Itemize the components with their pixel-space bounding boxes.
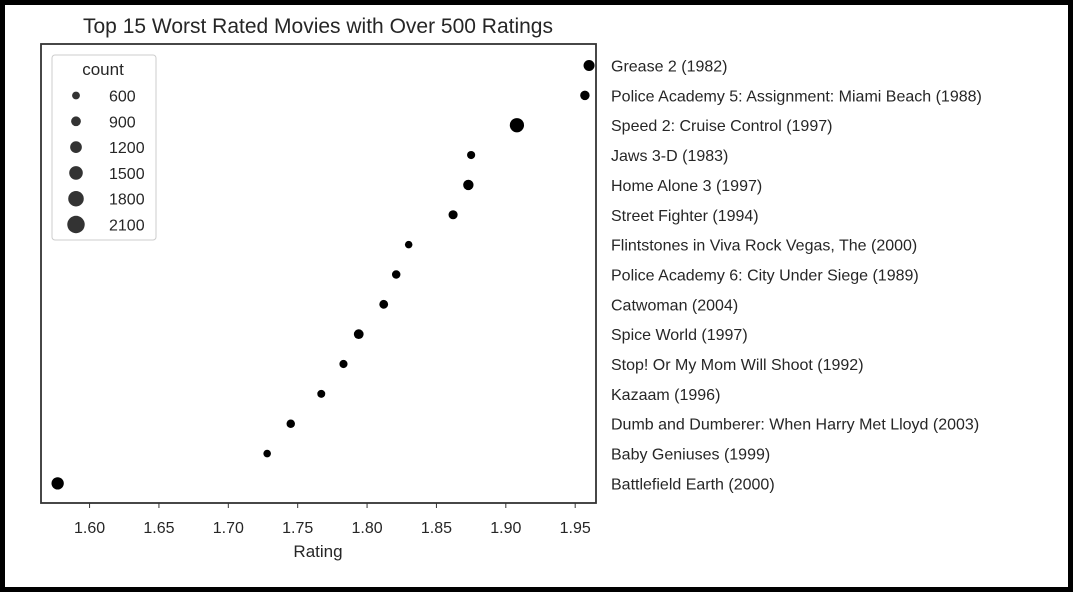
x-tick-label: 1.60 bbox=[74, 520, 105, 537]
movie-label: Jaws 3-D (1983) bbox=[611, 148, 728, 165]
legend-label: 900 bbox=[109, 114, 136, 131]
legend-marker bbox=[70, 141, 82, 153]
data-point bbox=[339, 359, 348, 369]
data-point bbox=[51, 477, 64, 490]
data-point bbox=[391, 270, 401, 279]
x-tick-label: 1.85 bbox=[421, 520, 452, 537]
movie-label: Home Alone 3 (1997) bbox=[611, 178, 762, 195]
data-point bbox=[580, 90, 590, 101]
legend-marker bbox=[68, 190, 84, 207]
x-tick-label: 1.65 bbox=[143, 520, 174, 537]
legend-label: 1200 bbox=[109, 140, 145, 157]
movie-label: Catwoman (2004) bbox=[611, 297, 738, 314]
legend-title: count bbox=[82, 60, 124, 79]
data-points bbox=[51, 59, 595, 490]
data-point bbox=[404, 240, 413, 249]
legend-marker bbox=[72, 91, 80, 100]
data-point bbox=[353, 329, 364, 340]
x-axis-ticks: 1.60 1.65 1.70 1.75 1.80 1.85 1.90 1.95 bbox=[74, 503, 591, 537]
data-point bbox=[463, 179, 474, 191]
movie-label: Street Fighter (1994) bbox=[611, 208, 759, 225]
legend-marker bbox=[69, 166, 83, 180]
data-point bbox=[263, 449, 271, 458]
movie-labels: Grease 2 (1982) Police Academy 5: Assignm… bbox=[611, 59, 982, 494]
legend-entries: 600 900 1200 1500 1800 2100 bbox=[67, 89, 145, 235]
legend-marker bbox=[67, 215, 85, 234]
data-point bbox=[286, 419, 295, 428]
legend: count 600 900 1200 1500 1800 2100 bbox=[51, 54, 157, 241]
x-axis-label: Rating bbox=[293, 542, 342, 561]
x-tick-label: 1.95 bbox=[560, 520, 591, 537]
legend-label: 1500 bbox=[109, 166, 145, 183]
data-point bbox=[509, 118, 525, 133]
data-point bbox=[317, 389, 326, 398]
movie-label: Baby Geniuses (1999) bbox=[611, 447, 770, 464]
movie-label: Speed 2: Cruise Control (1997) bbox=[611, 118, 832, 135]
movie-label: Stop! Or My Mom Will Shoot (1992) bbox=[611, 357, 864, 374]
legend-label: 600 bbox=[109, 89, 136, 106]
movie-label: Dumb and Dumberer: When Harry Met Lloyd … bbox=[611, 417, 979, 434]
movie-label: Spice World (1997) bbox=[611, 327, 748, 344]
data-point bbox=[448, 210, 458, 220]
movie-label: Kazaam (1996) bbox=[611, 387, 720, 404]
legend-label: 2100 bbox=[109, 218, 145, 235]
x-tick-label: 1.80 bbox=[351, 520, 382, 537]
x-tick-label: 1.75 bbox=[282, 520, 313, 537]
chart-title: Top 15 Worst Rated Movies with Over 500 … bbox=[83, 15, 553, 38]
legend-label: 1800 bbox=[109, 192, 145, 209]
movie-label: Flintstones in Viva Rock Vegas, The (200… bbox=[611, 238, 917, 255]
data-point bbox=[583, 59, 595, 72]
movie-label: Grease 2 (1982) bbox=[611, 59, 728, 76]
legend-marker bbox=[71, 116, 81, 127]
movie-label: Battlefield Earth (2000) bbox=[611, 476, 775, 493]
x-tick-label: 1.70 bbox=[213, 520, 244, 537]
data-point bbox=[379, 299, 389, 309]
x-tick-label: 1.90 bbox=[490, 520, 521, 537]
data-point bbox=[467, 150, 476, 160]
movie-label: Police Academy 6: City Under Siege (1989… bbox=[611, 267, 919, 284]
movie-label: Police Academy 5: Assignment: Miami Beac… bbox=[611, 88, 982, 105]
